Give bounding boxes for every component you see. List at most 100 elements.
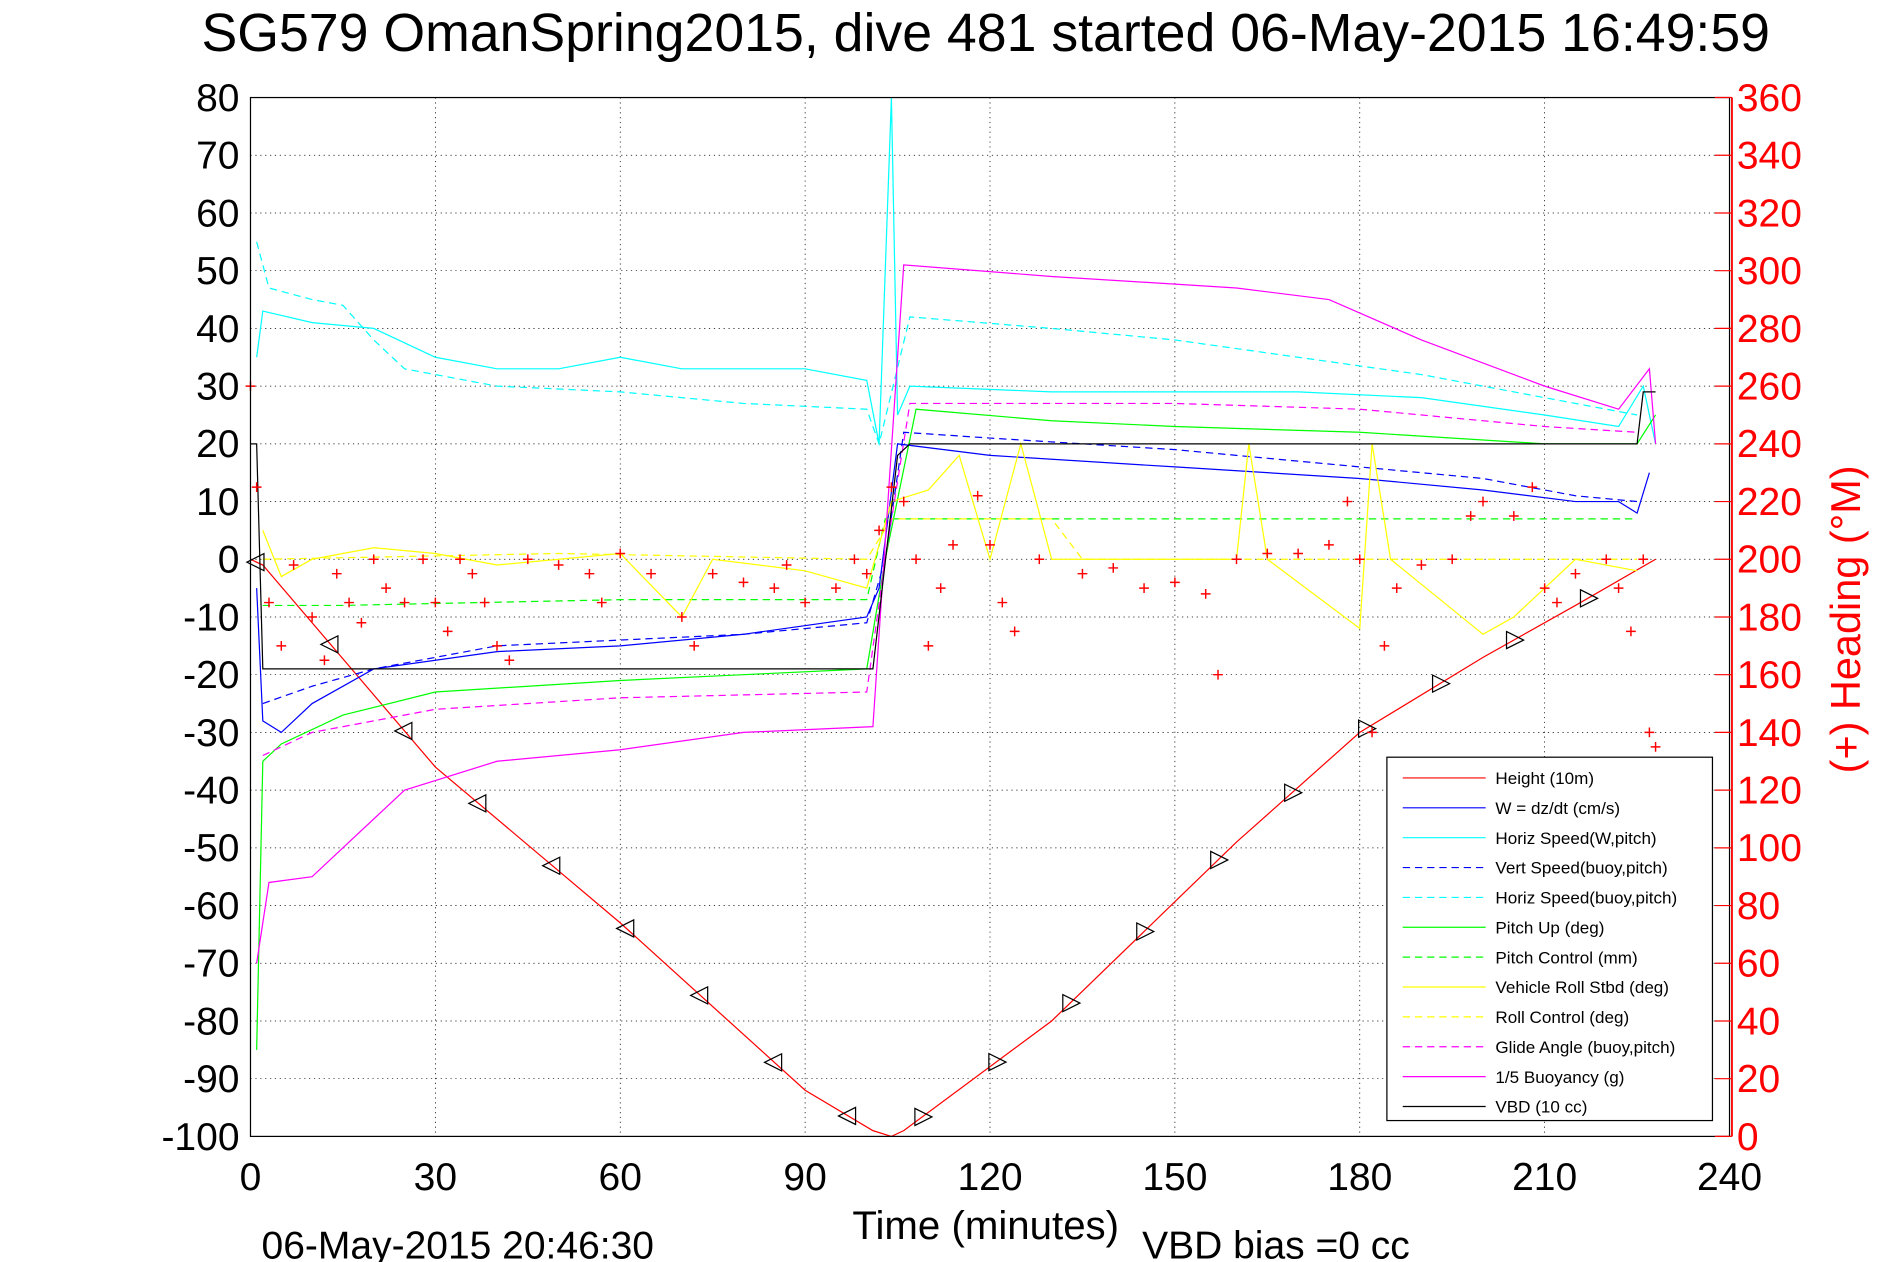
x-axis-label: Time (minutes) — [852, 1203, 1119, 1248]
right-tick-label: 100 — [1737, 827, 1802, 870]
heading-point — [418, 554, 428, 565]
heading-point — [1262, 548, 1273, 559]
x-tick-label: 210 — [1512, 1156, 1577, 1199]
series-roll-control-deg- — [262, 518, 1638, 560]
heading-point — [307, 612, 317, 622]
right-tick-label: 80 — [1737, 885, 1780, 928]
height-triangle-marker — [541, 856, 561, 876]
right-axis-label: (+) Heading (°M) — [1822, 465, 1869, 773]
height-triangle-marker — [1210, 850, 1230, 870]
heading-point — [1342, 496, 1353, 507]
right-tick-label: 20 — [1737, 1058, 1780, 1101]
legend-label: Pitch Control (mm) — [1495, 948, 1637, 967]
series-horiz-speed-w-pitch- — [256, 97, 1657, 444]
heading-point — [1447, 554, 1458, 565]
heading-point — [1077, 568, 1088, 579]
timestamp-label: 06-May-2015 20:46:30 — [262, 1224, 654, 1262]
y-tick-label: -90 — [183, 1058, 239, 1101]
x-tick-label: 120 — [957, 1156, 1022, 1199]
heading-point — [911, 554, 921, 565]
right-tick-label: 340 — [1737, 135, 1802, 178]
height-triangle-marker — [988, 1052, 1008, 1072]
heading-point — [1354, 554, 1365, 565]
heading-point — [1478, 496, 1488, 507]
heading-point — [1293, 548, 1304, 559]
heading-point — [1570, 568, 1581, 579]
series-vehicle-roll-stbd-deg- — [262, 441, 1638, 636]
heading-point — [948, 539, 958, 550]
legend-label: VBD (10 cc) — [1495, 1098, 1587, 1117]
heading-point — [781, 560, 792, 570]
heading-point — [522, 554, 533, 565]
vbd-bias-label: VBD bias =0 cc — [1142, 1224, 1410, 1262]
heading-point — [467, 568, 478, 579]
y-tick-label: 60 — [196, 192, 239, 235]
legend-label: Pitch Up (deg) — [1495, 918, 1604, 937]
x-tick-label: 0 — [240, 1156, 262, 1199]
right-tick-label: 180 — [1737, 596, 1802, 639]
height-triangle-marker — [837, 1106, 857, 1126]
heading-point — [1034, 554, 1045, 565]
heading-point — [1465, 511, 1476, 521]
heading-point — [553, 560, 564, 570]
y-tick-label: 10 — [196, 481, 239, 524]
legend-label: Horiz Speed(buoy,pitch) — [1495, 889, 1677, 908]
right-tick-label: 160 — [1737, 654, 1802, 697]
height-triangle-marker — [245, 552, 265, 572]
right-tick-label: 240 — [1737, 423, 1802, 466]
y-tick-label: -70 — [183, 943, 239, 986]
heading-point — [356, 617, 367, 628]
heading-point — [1108, 563, 1119, 573]
series-pitch-up-deg- — [256, 408, 1657, 1050]
height-triangle-marker — [689, 985, 709, 1005]
y-tick-label: -100 — [161, 1116, 239, 1159]
y-tick-label: 70 — [196, 135, 239, 178]
height-triangle-marker — [1505, 630, 1525, 650]
heading-point — [1324, 539, 1334, 550]
heading-point — [584, 568, 595, 579]
heading-point — [1391, 583, 1402, 593]
legend-label: 1/5 Buoyancy (g) — [1495, 1068, 1624, 1087]
y-tick-label: -20 — [183, 654, 239, 697]
heading-point — [399, 597, 410, 608]
y-tick-label: 20 — [196, 423, 239, 466]
y-tick-label: -30 — [183, 712, 239, 755]
heading-point — [1539, 583, 1550, 593]
right-tick-label: 200 — [1737, 539, 1802, 582]
heading-point — [430, 597, 441, 608]
heading-point — [615, 548, 626, 559]
heading-point — [997, 597, 1008, 608]
legend-label: Height (10m) — [1495, 769, 1594, 788]
heading-point — [1009, 626, 1020, 637]
heading-point — [479, 597, 490, 608]
right-tick-label: 220 — [1737, 481, 1802, 524]
right-tick-label: 360 — [1737, 77, 1802, 120]
right-tick-label: 120 — [1737, 770, 1802, 813]
heading-point — [800, 597, 811, 608]
heading-point — [1527, 482, 1538, 492]
heading-point — [1613, 583, 1624, 593]
height-triangle-marker — [1358, 719, 1378, 739]
height-triangle-marker — [1284, 783, 1304, 803]
heading-point — [368, 554, 379, 565]
heading-point — [1650, 741, 1661, 752]
right-tick-label: 40 — [1737, 1000, 1780, 1043]
height-triangle-marker — [763, 1052, 783, 1072]
heading-point — [492, 640, 502, 651]
y-tick-label: 0 — [218, 539, 240, 582]
y-tick-label: -80 — [183, 1000, 239, 1043]
right-tick-label: 260 — [1737, 366, 1802, 409]
heading-point — [596, 597, 607, 608]
heading-point — [276, 640, 287, 651]
heading-point — [923, 640, 934, 651]
heading-point — [769, 583, 780, 593]
heading-point — [831, 583, 841, 593]
x-tick-label: 240 — [1697, 1156, 1762, 1199]
height-triangle-marker — [1431, 674, 1451, 694]
series-lines — [245, 97, 1661, 1138]
heading-point — [972, 490, 983, 501]
heading-point — [1379, 640, 1390, 651]
heading-point — [1416, 560, 1427, 570]
heading-point — [1644, 727, 1655, 738]
height-triangle-marker — [393, 721, 413, 741]
